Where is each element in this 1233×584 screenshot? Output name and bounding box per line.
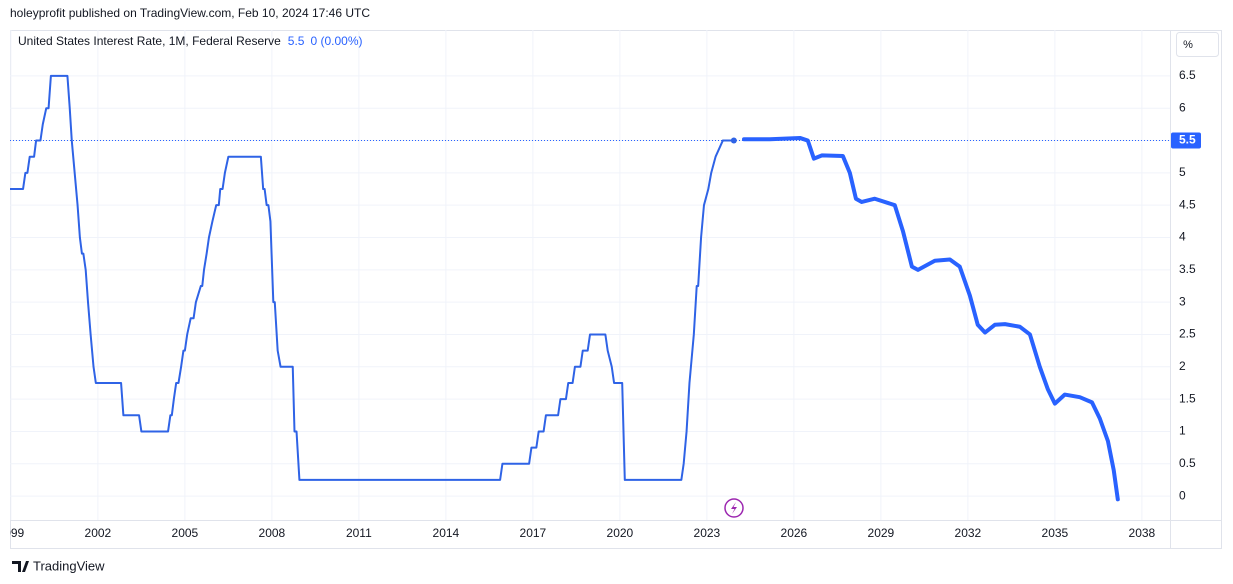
last-value-box [1171, 132, 1201, 149]
y-tick-label: 0 [1179, 488, 1186, 502]
y-tick-label: 2.5 [1179, 327, 1196, 341]
x-tick-label: 2020 [607, 526, 634, 540]
x-tick-label: 2014 [433, 526, 460, 540]
legend-value: 5.5 [288, 34, 305, 48]
event-icon[interactable] [724, 498, 744, 518]
x-tick-label: 2008 [259, 526, 286, 540]
brand-logo [12, 561, 29, 572]
legend-title: United States Interest Rate, 1M, Federal… [18, 34, 281, 48]
x-tick-label: 1999 [0, 526, 25, 540]
series-line [10, 74, 735, 481]
published-note: holeyprofit published on TradingView.com… [10, 6, 370, 20]
y-tick-label: 5 [1179, 165, 1186, 179]
x-tick-label: 2035 [1042, 526, 1069, 540]
last-value-label: 5.5 [1179, 133, 1196, 147]
y-tick-label: 1.5 [1179, 391, 1196, 405]
last-point [730, 137, 737, 144]
unit-label[interactable]: % [1183, 39, 1193, 51]
y-tick-label: 6 [1179, 100, 1186, 114]
x-tick-label: 2029 [868, 526, 895, 540]
y-tick-label: 4 [1179, 230, 1186, 244]
x-tick-label: 2017 [520, 526, 547, 540]
x-tick-label: 2038 [1129, 526, 1156, 540]
x-tick-label: 2002 [85, 526, 112, 540]
legend-change: 0 (0.00%) [310, 34, 362, 48]
x-tick-label: 2032 [955, 526, 982, 540]
y-tick-label: 1 [1179, 424, 1186, 438]
y-tick-label: 2 [1179, 359, 1186, 373]
series-line [741, 135, 1120, 502]
y-tick-label: 0.5 [1179, 456, 1196, 470]
y-tick-label: 4.5 [1179, 197, 1196, 211]
x-tick-label: 2011 [346, 526, 372, 540]
x-tick-label: 2005 [172, 526, 199, 540]
y-tick-label: 6.5 [1179, 68, 1196, 82]
y-tick-label: 3 [1179, 294, 1186, 308]
x-tick-label: 2023 [694, 526, 721, 540]
x-tick-label: 2026 [781, 526, 808, 540]
y-tick-label: 3.5 [1179, 262, 1196, 276]
unit-button[interactable] [1176, 32, 1219, 57]
brand-name: TradingView [33, 558, 105, 573]
